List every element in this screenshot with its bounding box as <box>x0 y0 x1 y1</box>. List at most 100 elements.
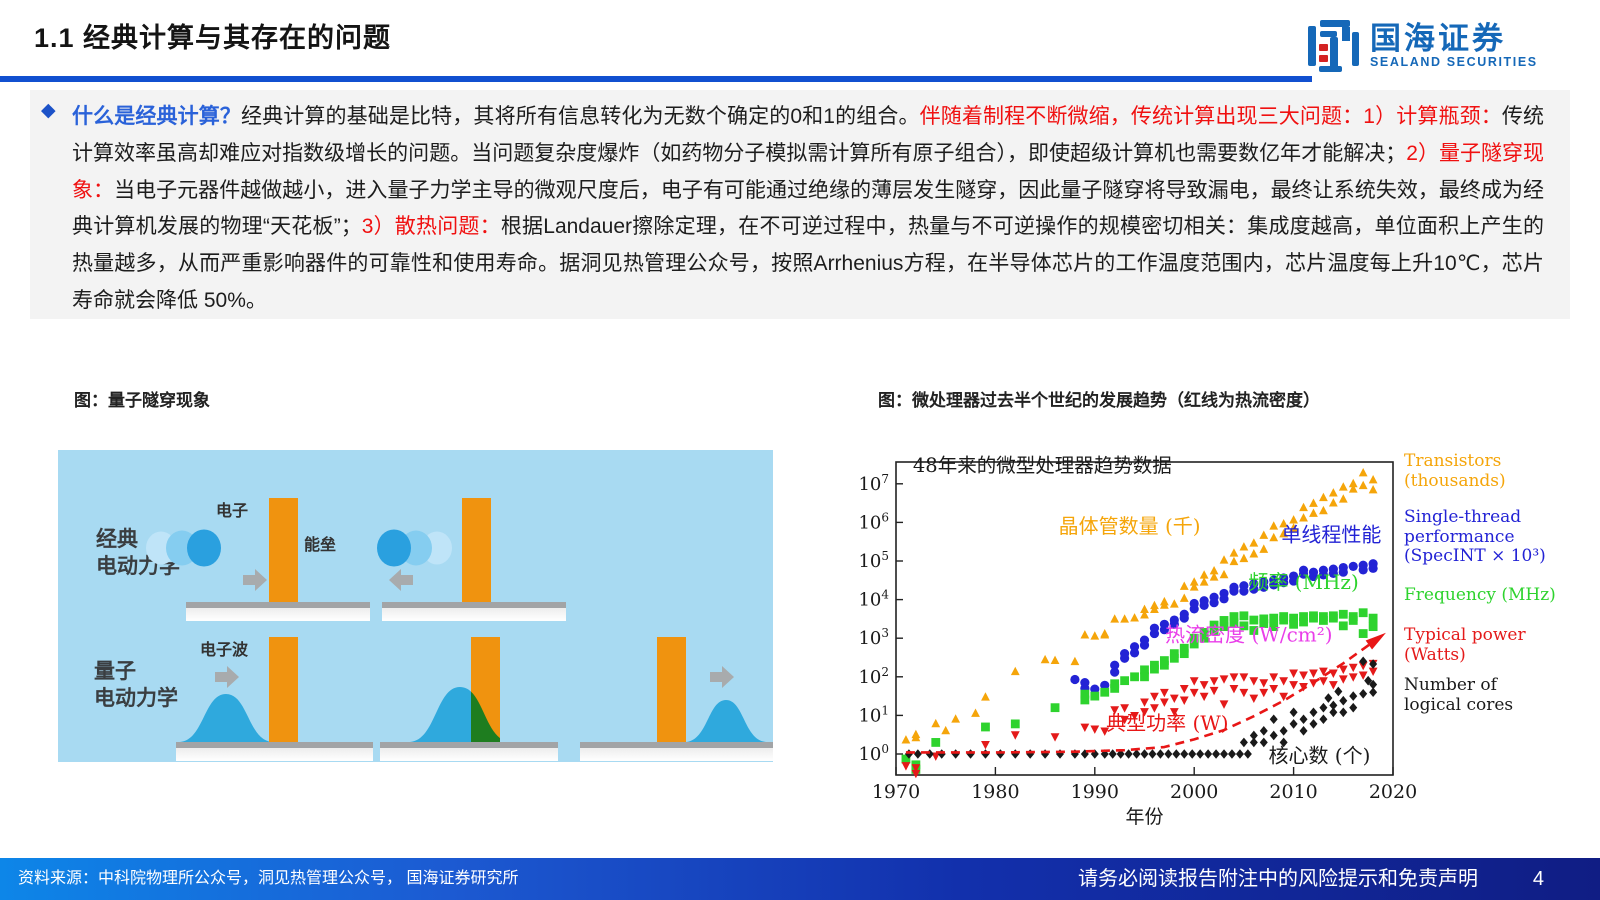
title-underline <box>0 76 1312 82</box>
paragraph-segment: 传统计算效率虽高却难应对指数级增长的问题。当问题复杂度爆炸（如药物分子模拟需计算… <box>72 105 1545 165</box>
data-point <box>1219 594 1229 604</box>
y-tick-label: 101 <box>858 703 889 726</box>
data-point <box>1140 672 1149 682</box>
data-point <box>1120 715 1130 725</box>
floor-face <box>186 608 370 621</box>
data-point <box>1338 482 1348 491</box>
data-point <box>1219 622 1229 632</box>
series-triangle-down <box>901 659 1378 779</box>
data-point <box>1070 656 1080 666</box>
data-point <box>1239 673 1249 682</box>
summary-panel: ◆ 什么是经典计算？经典计算的基础是比特，其将所有信息转化为无数个确定的0和1的… <box>30 90 1570 319</box>
data-point <box>1269 622 1279 632</box>
data-point <box>1269 714 1278 725</box>
data-point <box>1080 695 1090 705</box>
bullet-diamond-icon: ◆ <box>41 100 56 121</box>
paragraph-segment: 经典计算的基础是比特，其将所有信息转化为无数个确定的0和1的组合。 <box>241 105 920 128</box>
legend-line: Number of <box>1404 675 1497 695</box>
data-point <box>1299 612 1308 621</box>
data-point <box>1318 570 1329 580</box>
data-point <box>1269 730 1278 741</box>
legend-line: Frequency (MHz) <box>1404 585 1556 605</box>
data-point <box>1199 570 1209 579</box>
data-point <box>1120 614 1130 623</box>
data-point <box>1348 561 1358 572</box>
chart-annotation: 典型功率 (W) <box>1106 711 1229 735</box>
data-point <box>1279 737 1288 748</box>
legend-entry: Number of logical cores <box>1404 675 1513 715</box>
data-point <box>1239 688 1249 698</box>
data-point <box>1129 648 1140 658</box>
floor <box>382 602 566 608</box>
data-point <box>1132 749 1141 759</box>
data-point <box>1279 677 1289 686</box>
floor <box>176 742 373 748</box>
data-point <box>1279 578 1289 588</box>
data-point <box>1150 704 1159 713</box>
data-point <box>1140 604 1149 614</box>
data-point <box>1349 691 1358 701</box>
data-point <box>1319 616 1328 625</box>
data-point <box>1130 712 1139 721</box>
chart-annotation: 48年来的微型处理器趋势数据 <box>913 454 1172 477</box>
data-point <box>1209 626 1219 635</box>
floor <box>580 742 773 748</box>
data-point <box>1319 714 1328 725</box>
data-point <box>1328 498 1338 507</box>
data-point <box>1179 696 1189 705</box>
data-point <box>1364 675 1373 686</box>
data-point <box>1219 569 1229 579</box>
data-point <box>1269 613 1279 623</box>
data-point <box>1227 749 1236 759</box>
legend-entry: Typical power (Watts) <box>1404 625 1526 665</box>
arrow-right-icon <box>710 666 734 688</box>
data-point <box>1080 723 1090 732</box>
data-point <box>1309 508 1318 517</box>
data-point <box>1090 631 1100 640</box>
legend-line: performance <box>1404 526 1515 547</box>
legend-line: (thousands) <box>1404 470 1506 491</box>
data-point <box>1279 518 1289 528</box>
data-point <box>911 769 921 779</box>
data-point <box>1339 695 1348 706</box>
electron-icon <box>187 529 221 567</box>
data-point <box>1279 726 1288 736</box>
data-point <box>1199 600 1209 610</box>
data-point <box>1358 565 1368 575</box>
data-point <box>1328 488 1338 497</box>
data-point <box>1329 700 1338 711</box>
data-point <box>1259 688 1269 698</box>
data-point <box>1338 675 1348 684</box>
data-point <box>1179 581 1189 590</box>
data-point <box>1328 681 1338 690</box>
left-figure-caption: 图：量子隧穿现象 <box>74 391 210 410</box>
data-point <box>1164 749 1173 759</box>
data-point <box>1124 749 1133 759</box>
data-point <box>1189 633 1199 643</box>
logo-text: 国海证券 SEALAND SECURITIES <box>1370 23 1538 70</box>
data-point <box>1090 684 1100 694</box>
trend-chart: 100 101 102 103 104 105 106 107 1970 1980 1990 2000… <box>858 454 1417 828</box>
data-point <box>1130 672 1139 682</box>
data-point <box>981 692 990 701</box>
data-point <box>941 725 951 735</box>
data-point <box>1080 689 1090 699</box>
data-point <box>1110 667 1120 677</box>
data-point <box>1259 614 1269 624</box>
chart-annotation: 晶体管数量 (千) <box>1059 514 1201 538</box>
data-point <box>1368 622 1378 632</box>
y-tick-label: 106 <box>858 510 889 533</box>
data-point <box>1348 616 1358 625</box>
y-tick-label: 103 <box>858 626 889 649</box>
data-point <box>1169 653 1179 663</box>
arrow-right-icon <box>243 569 267 591</box>
data-point <box>1159 698 1169 707</box>
legend-line: (Watts) <box>1404 644 1466 665</box>
data-point <box>1172 749 1181 759</box>
data-point <box>901 735 911 744</box>
data-point <box>1259 530 1269 539</box>
floor-face <box>580 748 773 761</box>
data-point <box>1259 582 1269 592</box>
data-point <box>1100 687 1110 697</box>
data-point <box>1139 640 1150 650</box>
